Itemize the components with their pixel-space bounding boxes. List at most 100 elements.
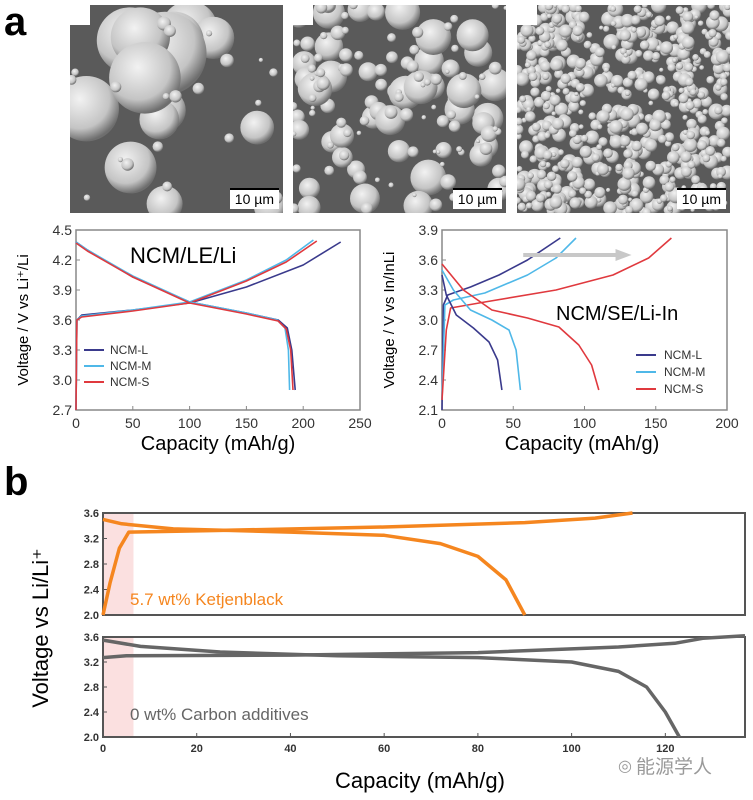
series-line-ncm-l-discharge [441, 274, 503, 391]
y-tick-label: 2.1 [419, 402, 439, 418]
particle [240, 110, 275, 145]
y-tick-label: 2.4 [84, 707, 100, 719]
particle [603, 201, 617, 213]
particle [704, 130, 711, 136]
particle [356, 130, 362, 136]
series-label: 0 wt% Carbon additives [130, 705, 309, 724]
particle [665, 15, 671, 21]
y-tick-label: 3.3 [419, 282, 439, 298]
sem-image-ncm-m: 10 µm [293, 5, 506, 213]
particle [293, 120, 310, 140]
particle [375, 78, 388, 91]
particle [224, 133, 234, 143]
particle [696, 140, 708, 151]
particle [594, 47, 605, 58]
particle [617, 177, 632, 191]
particle [664, 181, 675, 192]
x-tick-label: 120 [656, 743, 674, 755]
particle [517, 106, 522, 114]
particle [584, 190, 593, 199]
particle [596, 110, 610, 123]
shaded-region [103, 637, 134, 737]
particle [567, 189, 577, 198]
particle [619, 29, 631, 42]
particle [517, 133, 522, 140]
particle [598, 137, 608, 147]
particle [647, 88, 660, 101]
particle [293, 164, 301, 173]
particle [526, 106, 532, 112]
scale-bar: 10 µm [229, 188, 279, 209]
particle [535, 193, 546, 203]
particle [162, 181, 173, 192]
particle [714, 106, 723, 115]
particle [681, 36, 695, 49]
particle [692, 98, 703, 109]
particle [694, 15, 699, 20]
particle [542, 150, 553, 160]
particle [445, 69, 450, 74]
particle [519, 95, 527, 103]
particle [603, 148, 613, 159]
particle [561, 5, 570, 14]
particle [568, 129, 577, 138]
x-tick-label: 40 [284, 743, 296, 755]
particle [682, 129, 688, 135]
x-tick-label: 50 [505, 415, 521, 431]
particle [667, 63, 676, 72]
particle [719, 72, 728, 80]
particle [310, 105, 315, 111]
sem-image-ncm-l: 10 µm [70, 5, 283, 213]
particle [664, 132, 675, 142]
particle [618, 194, 629, 205]
particle [659, 175, 670, 186]
particle [639, 40, 650, 50]
particle [658, 134, 667, 144]
particle [163, 25, 176, 37]
particle [635, 26, 647, 38]
particle [476, 139, 481, 144]
particle [316, 68, 326, 78]
x-tick-label: 80 [472, 743, 484, 755]
particle [488, 61, 502, 75]
series-line-ncm-m-discharge [75, 241, 291, 391]
x-tick-label: 200 [715, 415, 739, 431]
particle [446, 110, 456, 120]
particle [220, 53, 234, 68]
particle [545, 85, 552, 92]
series-line-0-wt-carbon-additives-charge [102, 634, 746, 660]
particle [540, 90, 552, 102]
particle [517, 117, 523, 126]
particle [721, 117, 728, 124]
particle [554, 69, 564, 79]
particle [162, 93, 170, 100]
particle [697, 114, 707, 124]
particle [697, 20, 704, 27]
particle [546, 171, 557, 181]
particle [664, 140, 672, 147]
particle [121, 158, 134, 171]
x-tick-label: 100 [562, 743, 580, 755]
particle [722, 63, 730, 73]
particle [599, 25, 604, 30]
sem-image-ncm-s: 10 µm [517, 5, 730, 213]
particle [622, 167, 635, 180]
particle [720, 104, 730, 117]
particle [544, 5, 554, 11]
particle [436, 115, 449, 128]
chart-title: NCM/SE/Li-In [556, 303, 678, 325]
particle [524, 62, 531, 68]
particle [579, 145, 592, 158]
y-axis-label: Voltage / V vs Li⁺/Li [15, 254, 32, 385]
particle [719, 78, 728, 86]
particle [562, 87, 570, 95]
particle [628, 197, 633, 202]
watermark: ◎ 能源学人 [618, 752, 712, 779]
particle [385, 5, 421, 30]
particle [648, 100, 654, 106]
particle [578, 124, 584, 130]
wechat-icon: ◎ [618, 757, 632, 775]
particle [499, 175, 506, 188]
particle [578, 11, 590, 23]
particle [542, 102, 550, 110]
